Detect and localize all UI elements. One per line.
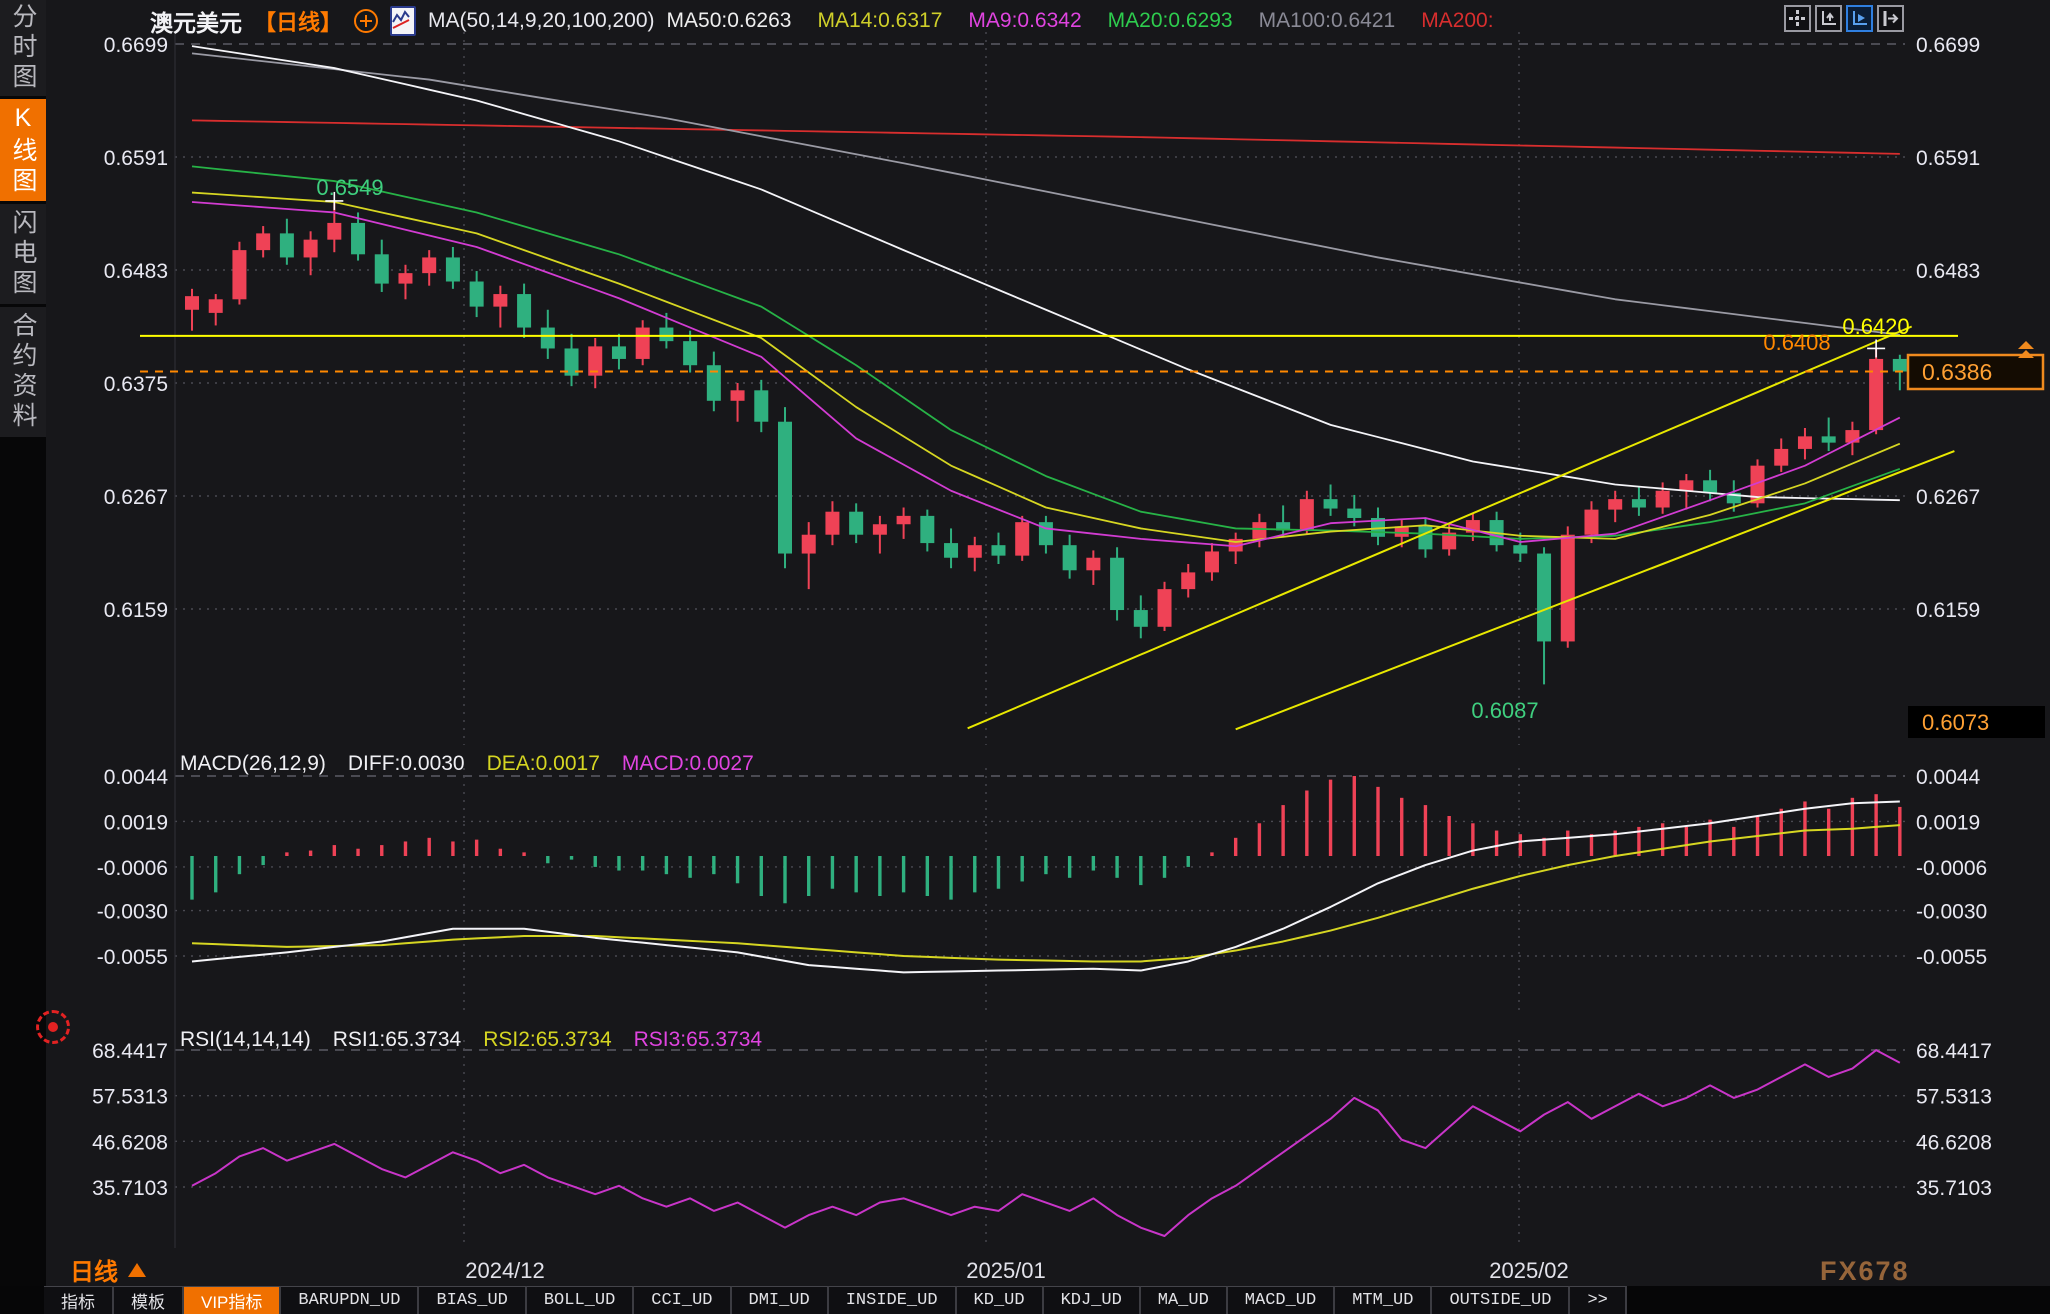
tab->>[interactable]: >> (1570, 1286, 1627, 1314)
svg-text:-0.0055: -0.0055 (97, 946, 168, 969)
svg-text:57.5313: 57.5313 (1916, 1086, 1992, 1109)
tab-BOLL_UD[interactable]: BOLL_UD (526, 1286, 635, 1314)
svg-text:57.5313: 57.5313 (92, 1086, 168, 1109)
svg-text:46.6208: 46.6208 (92, 1131, 168, 1154)
sidebar-item-1[interactable]: K线图 (0, 99, 46, 201)
tab-指标[interactable]: 指标 (44, 1286, 114, 1314)
move-crosshair-icon[interactable] (1784, 5, 1811, 32)
svg-text:2025/01: 2025/01 (966, 1258, 1046, 1283)
axis-scale-active-icon[interactable] (1846, 5, 1873, 32)
tab-INSIDE_UD[interactable]: INSIDE_UD (828, 1286, 957, 1314)
chevron-up-icon (128, 1262, 146, 1277)
macd-macd-value: MACD:0.0027 (621, 752, 754, 775)
tab-OUTSIDE_UD[interactable]: OUTSIDE_UD (1432, 1286, 1571, 1314)
svg-text:0.0044: 0.0044 (104, 766, 169, 789)
tabbar-spacer (0, 1286, 44, 1314)
svg-text:0.0044: 0.0044 (1916, 766, 1981, 789)
svg-text:0.6375: 0.6375 (104, 373, 168, 396)
svg-text:2024/12: 2024/12 (465, 1258, 545, 1283)
svg-text:0.6420: 0.6420 (1842, 314, 1909, 339)
indicator-tab-bar: 指标 模板 VIP指标 BARUPDN_UD BIAS_UD BOLL_UD CCI_UD D… (0, 1286, 2050, 1314)
macd-dea-value: DEA:0.0017 (486, 752, 600, 775)
tab-KD_UD[interactable]: KD_UD (956, 1286, 1044, 1314)
svg-text:68.4417: 68.4417 (92, 1040, 168, 1063)
rsi-title: RSI(14,14,14) (180, 1028, 311, 1051)
tab-BARUPDN_UD[interactable]: BARUPDN_UD (281, 1286, 420, 1314)
tab-MACD_UD[interactable]: MACD_UD (1227, 1286, 1336, 1314)
tab-模板[interactable]: 模板 (114, 1286, 184, 1314)
svg-text:2025/02: 2025/02 (1489, 1258, 1569, 1283)
ma-legend: MA50:0.6263 MA14:0.6317 MA9:0.6342 MA20:0.6… (667, 9, 1494, 33)
tab-MA_UD[interactable]: MA_UD (1140, 1286, 1228, 1314)
svg-text:0.6699: 0.6699 (104, 34, 168, 57)
chart-type-sidebar: 分时图 K线图 闪电图 合约资料 (0, 0, 46, 1314)
ma-legend-value-0: MA50:0.6263 (666, 9, 792, 32)
svg-text:0.6159: 0.6159 (1916, 599, 1980, 622)
period-tag: 【日线】 (254, 10, 343, 35)
svg-text:0.0019: 0.0019 (104, 811, 168, 834)
svg-text:68.4417: 68.4417 (1916, 1040, 1992, 1063)
sidebar-item-3[interactable]: 合约资料 (0, 307, 46, 437)
svg-text:0.6549: 0.6549 (316, 175, 383, 200)
svg-text:0.6483: 0.6483 (1916, 260, 1980, 283)
ma-legend-value-4: MA100:0.6421 (1258, 9, 1396, 32)
ma-params: MA(50,14,9,20,100,200) (428, 9, 655, 32)
svg-text:0.6483: 0.6483 (104, 260, 168, 283)
svg-text:-0.0006: -0.0006 (1916, 857, 1987, 880)
tab-DMI_UD[interactable]: DMI_UD (731, 1286, 829, 1314)
sidebar-item-2[interactable]: 闪电图 (0, 204, 46, 304)
ma-legend-value-3: MA20:0.6293 (1107, 9, 1233, 32)
svg-text:46.6208: 46.6208 (1916, 1131, 1992, 1154)
tab-MTM_UD[interactable]: MTM_UD (1335, 1286, 1433, 1314)
svg-text:0.6591: 0.6591 (1916, 147, 1980, 170)
svg-text:-0.0030: -0.0030 (1916, 901, 1987, 924)
macd-title: MACD(26,12,9) (180, 752, 326, 775)
svg-text:-0.0030: -0.0030 (97, 901, 168, 924)
tab-VIP指标[interactable]: VIP指标 (184, 1286, 282, 1314)
symbol-title: 澳元美元 (150, 10, 242, 36)
mini-chart-icon[interactable] (390, 6, 417, 36)
svg-text:0.6591: 0.6591 (104, 147, 168, 170)
tab-KDJ_UD[interactable]: KDJ_UD (1043, 1286, 1141, 1314)
period-selector[interactable]: 日线 (70, 1252, 146, 1287)
svg-text:35.7103: 35.7103 (1916, 1177, 1992, 1200)
svg-text:-0.0006: -0.0006 (97, 857, 168, 880)
alert-record-icon[interactable] (36, 1010, 70, 1044)
svg-text:0.6267: 0.6267 (1916, 486, 1980, 509)
rsi-header: RSI(14,14,14) RSI1:65.3734 RSI2:65.3734 … (180, 1028, 762, 1052)
ma-legend-value-2: MA9:0.6342 (968, 9, 1082, 32)
axis-scale-icon[interactable] (1815, 5, 1842, 32)
svg-text:0.0019: 0.0019 (1916, 811, 1980, 834)
ma-legend-value-1: MA14:0.6317 (817, 9, 943, 32)
svg-text:0.6386: 0.6386 (1922, 359, 1992, 385)
last-bar-icon[interactable] (1877, 5, 1904, 32)
svg-text:35.7103: 35.7103 (92, 1177, 168, 1200)
svg-text:0.6087: 0.6087 (1471, 698, 1538, 723)
rsi3-value: RSI3:65.3734 (633, 1028, 763, 1051)
svg-text:-0.0055: -0.0055 (1916, 946, 1987, 969)
watermark: FX678 (1820, 1256, 1910, 1286)
tab-CCI_UD[interactable]: CCI_UD (634, 1286, 732, 1314)
rsi2-value: RSI2:65.3734 (483, 1028, 612, 1051)
add-overlay-icon[interactable] (354, 9, 379, 33)
svg-text:0.6408: 0.6408 (1763, 330, 1830, 355)
svg-text:0.6267: 0.6267 (104, 486, 168, 509)
svg-text:0.6073: 0.6073 (1922, 710, 1989, 735)
chart-header: 澳元美元 【日线】 MA(50,14,9,20,100,200) MA50:0.… (150, 6, 1494, 36)
chart-toolbar (1784, 5, 1904, 32)
macd-diff-value: DIFF:0.0030 (347, 752, 465, 775)
macd-header: MACD(26,12,9) DIFF:0.0030 DEA:0.0017 MAC… (180, 752, 754, 776)
ma-legend-value-5: MA200: (1421, 9, 1494, 32)
sidebar-item-0[interactable]: 分时图 (0, 0, 46, 96)
rsi1-value: RSI1:65.3734 (332, 1028, 462, 1051)
tab-BIAS_UD[interactable]: BIAS_UD (419, 1286, 527, 1314)
svg-text:0.6699: 0.6699 (1916, 34, 1980, 57)
period-label: 日线 (70, 1259, 118, 1286)
svg-text:0.6159: 0.6159 (104, 599, 168, 622)
